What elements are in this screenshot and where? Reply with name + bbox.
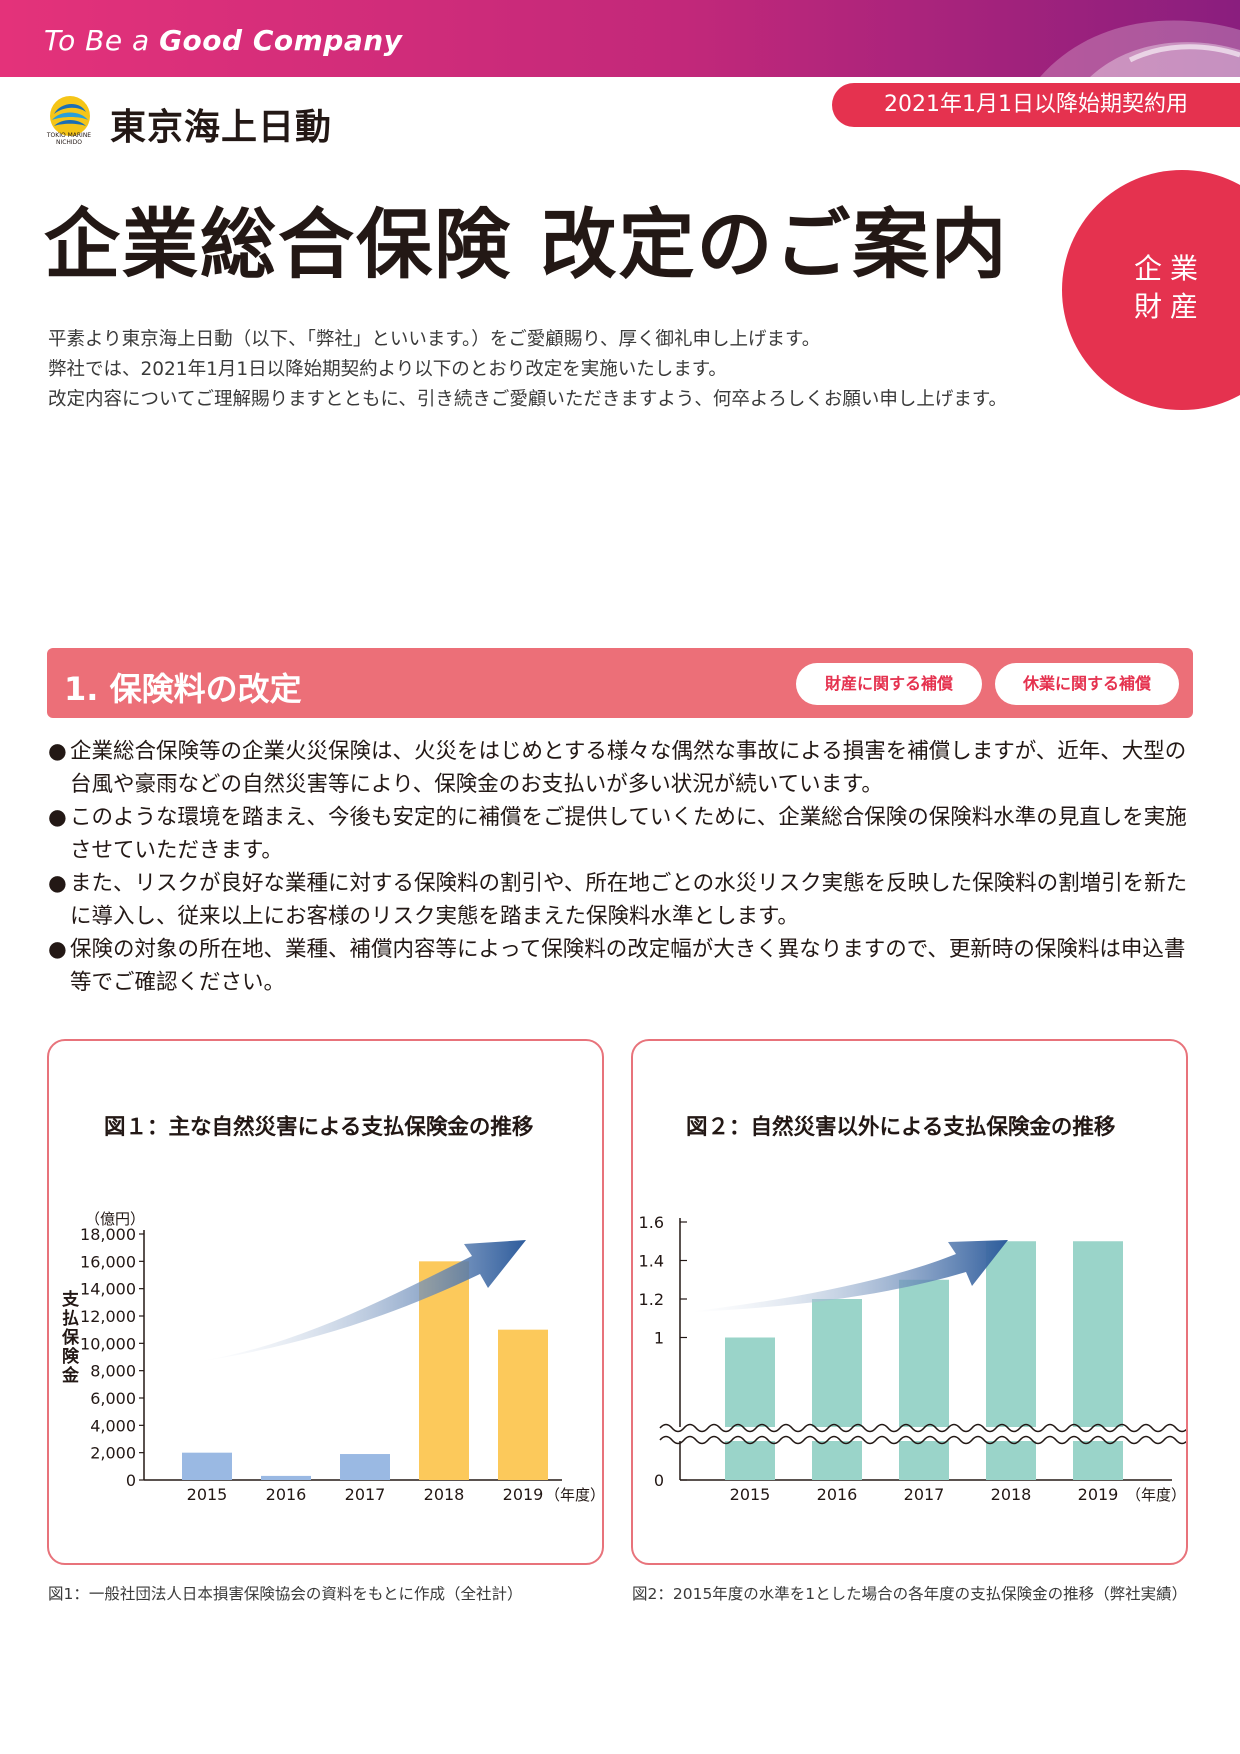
chart2-axis-break-line <box>659 1423 1186 1433</box>
bullet-icon: ● <box>48 805 67 830</box>
bullet-text: 企業総合保険等の企業火災保険は、火災をはじめとする様々な偶然な事故による損害を補… <box>70 739 1187 797</box>
chart1-bar-2016 <box>261 1475 311 1480</box>
chart2-y-tick-label: 1.6 <box>639 1213 664 1232</box>
bullet-icon: ● <box>48 937 67 962</box>
bullet-text: 保険の対象の所在地、業種、補償内容等によって保険料の改定幅が大きく異なりますので… <box>70 937 1186 995</box>
category-badge-text: 企業 財産 <box>1120 250 1220 326</box>
chart1-x-tick-label: 2017 <box>345 1485 386 1504</box>
chart1-y-tick-label: 2,000 <box>90 1444 136 1463</box>
chart1-y-tick-label: 4,000 <box>90 1416 136 1435</box>
chart1-x-tick-label: 2015 <box>187 1485 228 1504</box>
bullet-item: ● 企業総合保険等の企業火災保険は、火災をはじめとする様々な偶然な事故による損害を… <box>48 735 1198 801</box>
tagline-bold: Good Company <box>159 24 403 57</box>
chart2-y-tick-label: 0 <box>654 1471 664 1490</box>
chart2-y-tick-label: 1.2 <box>639 1290 664 1309</box>
intro-line: 改定内容についてご理解賜りますとともに、引き続きご愛顧いただきますよう、何卒よろ… <box>48 389 1008 410</box>
chart1-y-tick-label: 12,000 <box>80 1307 136 1326</box>
bullet-text: このような環境を踏まえ、今後も安定的に補償をご提供していくために、企業総合保険の… <box>70 805 1187 863</box>
date-band: 2021年1月1日以降始期契約用 <box>832 83 1240 127</box>
chart1-x-tick-label: 2016 <box>266 1485 307 1504</box>
chart1-bar-2018 <box>419 1261 469 1480</box>
chart1-bar-2019 <box>498 1329 548 1480</box>
chart1-x-axis-label: （年度） <box>545 1486 602 1504</box>
chart1-trend-arrow-icon <box>196 1240 526 1362</box>
chart2-trend-arrow-icon <box>688 1240 1008 1312</box>
chart1-y-tick-label: 14,000 <box>80 1280 136 1299</box>
chart2-y-tick-label: 1.4 <box>639 1252 664 1271</box>
chart2-x-tick-label: 2017 <box>904 1485 945 1504</box>
chart1-x-tick-label: 2019 <box>503 1485 544 1504</box>
chart2-x-tick-label: 2019 <box>1078 1485 1119 1504</box>
chart1-unit-label: （億円） <box>85 1210 145 1228</box>
bullet-text: また、リスクが良好な業種に対する保険料の割引や、所在地ごとの水災リスク実態を反映… <box>70 871 1188 929</box>
chart2-y-tick-label: 1 <box>654 1329 664 1348</box>
chart1-y-tick-label: 0 <box>126 1471 136 1490</box>
chart1-y-tick-label: 16,000 <box>80 1252 136 1271</box>
bullet-item: ● また、リスクが良好な業種に対する保険料の割引や、所在地ごとの水災リスク実態を反… <box>48 867 1198 933</box>
chart2-bar-2015 <box>725 1337 775 1480</box>
chart2-title: 図２：自然災害以外による支払保険金の推移 <box>686 1115 1116 1140</box>
company-name: 東京海上日動 <box>110 107 333 148</box>
page-title: 企業総合保険 改定のご案内 <box>44 200 1009 289</box>
tag-business-interruption-coverage: 休業に関する補償 <box>995 663 1179 705</box>
bullet-icon: ● <box>48 739 67 764</box>
chart2-axis-break-line <box>659 1435 1186 1445</box>
bullet-item: ● このような環境を踏まえ、今後も安定的に補償をご提供していくために、企業総合保険… <box>48 801 1198 867</box>
category-badge-line2: 財産 <box>1133 290 1206 323</box>
chart2-x-tick-label: 2015 <box>730 1485 771 1504</box>
intro-text: 平素より東京海上日動（以下、「弊社」といいます。）をご愛顧賜り、厚く御礼申し上げ… <box>48 325 1007 415</box>
logo-text-line1: TOKIO MARINE <box>46 132 92 139</box>
chart2-bar-2016 <box>812 1299 862 1480</box>
bullet-item: ● 保険の対象の所在地、業種、補償内容等によって保険料の改定幅が大きく異なりますの… <box>48 933 1198 999</box>
chart1-bar-2015 <box>182 1452 232 1480</box>
chart2-bar-2018 <box>986 1241 1036 1480</box>
logo-text-line2: NICHIDO <box>55 139 83 146</box>
chart1-title: 図１：主な自然災害による支払保険金の推移 <box>104 1115 534 1140</box>
intro-line: 弊社では、2021年1月1日以降始期契約より以下のとおり改定を実施いたします。 <box>48 359 727 380</box>
chart1-y-tick-label: 6,000 <box>90 1389 136 1408</box>
tag-property-coverage: 財産に関する補償 <box>796 663 982 705</box>
tagline: To Be a Good Company <box>44 24 402 57</box>
chart2-svg: 0 1 1.2 1.4 1.6 2015 2016 2017 2018 2019 （年度） <box>639 1213 1186 1504</box>
category-badge-line1: 企業 <box>1133 252 1206 285</box>
chart2-bar-2017 <box>899 1279 949 1480</box>
chart2-axis-break-band <box>660 1427 1176 1441</box>
intro-line: 平素より東京海上日動（以下、「弊社」といいます。）をご愛顧賜り、厚く御礼申し上げ… <box>48 329 821 350</box>
chart1-y-tick-label: 10,000 <box>80 1334 136 1353</box>
decorative-swoosh-icon <box>1040 20 1240 77</box>
bullet-icon: ● <box>48 871 67 896</box>
section-title: 1. 保険料の改定 <box>64 670 302 708</box>
header-banner: To Be a Good Company <box>0 0 1240 77</box>
chart1-y-tick-label: 18,000 <box>80 1225 136 1244</box>
logo-text: TOKIO MARINE NICHIDO <box>34 132 104 146</box>
chart1-y-axis-label: 支払保険金 <box>58 1289 80 1385</box>
tagline-prefix: To Be a <box>44 24 160 57</box>
chart2-x-axis-label: （年度） <box>1126 1486 1186 1504</box>
chart1-svg: 0 2,000 4,000 6,000 8,000 10,000 12,000 14,000 1… <box>58 1210 602 1504</box>
chart2-x-tick-label: 2016 <box>817 1485 858 1504</box>
chart2-caption: 図2：2015年度の水準を1とした場合の各年度の支払保険金の推移（弊社実績） <box>632 1585 1188 1603</box>
chart2-bar-2019 <box>1073 1241 1123 1480</box>
bullet-list: ● 企業総合保険等の企業火災保険は、火災をはじめとする様々な偶然な事故による損害を… <box>48 735 1198 999</box>
category-badge <box>1062 170 1240 410</box>
chart1-x-tick-label: 2018 <box>424 1485 465 1504</box>
chart1-caption: 図1：一般社団法人日本損害保険協会の資料をもとに作成（全社計） <box>48 1585 523 1603</box>
chart2-x-tick-label: 2018 <box>991 1485 1032 1504</box>
chart1-y-tick-label: 8,000 <box>90 1362 136 1381</box>
tokio-marine-logo-icon <box>50 96 90 136</box>
chart1-bar-2017 <box>340 1454 390 1480</box>
